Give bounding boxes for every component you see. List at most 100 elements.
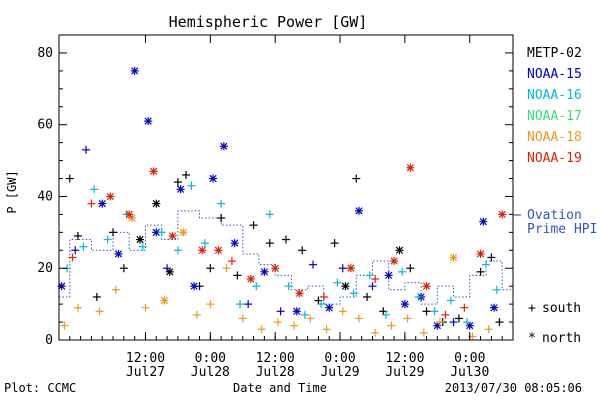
north-point	[106, 192, 115, 201]
south-point	[236, 300, 245, 309]
x-tick-label-date: Jul27	[126, 365, 165, 380]
north-point	[271, 264, 280, 273]
north-point	[198, 246, 207, 255]
marker-stroke	[106, 192, 114, 201]
legend-north-symbol: *	[528, 331, 536, 346]
south-point	[79, 242, 88, 251]
x-tick-label-time: 0:00	[454, 351, 485, 366]
x-tick-label-time: 12:00	[385, 351, 424, 366]
south-point	[492, 285, 501, 294]
south-point	[157, 228, 166, 237]
marker-stroke	[198, 246, 206, 254]
x-tick-label-date: Jul28	[191, 365, 230, 380]
south-point	[481, 260, 490, 269]
south-point	[387, 321, 396, 330]
marker-stroke	[385, 271, 393, 280]
south-point	[73, 303, 82, 312]
north-point	[325, 303, 334, 312]
north-point	[390, 257, 399, 266]
south-point	[273, 318, 282, 327]
north-point	[346, 264, 355, 273]
south-point	[68, 253, 77, 262]
north-point	[160, 296, 169, 305]
south-point	[441, 310, 450, 319]
south-point	[436, 318, 445, 327]
north-point	[498, 210, 507, 219]
south-point	[90, 185, 99, 194]
north-point	[292, 307, 301, 316]
plot-credit: Plot: CCMC	[4, 381, 76, 395]
legend-entry: NOAA-19	[527, 151, 582, 166]
south-point	[317, 300, 326, 309]
north-point	[209, 174, 218, 183]
north-point	[168, 231, 177, 240]
north-point	[400, 300, 409, 309]
marker-stroke	[406, 164, 414, 172]
north-point	[176, 185, 185, 194]
north-point	[295, 289, 304, 298]
marker-stroke	[490, 304, 498, 312]
marker-stroke	[152, 228, 160, 236]
south-point	[363, 292, 372, 301]
marker-stroke	[149, 167, 158, 175]
north-point	[179, 228, 188, 237]
south-point	[257, 325, 266, 334]
south-point	[141, 303, 150, 312]
south-point	[200, 239, 209, 248]
y-tick-label: 0	[45, 333, 53, 348]
south-point	[163, 264, 172, 273]
south-point	[227, 257, 236, 266]
north-point	[422, 282, 431, 291]
north-point	[260, 267, 269, 276]
marker-stroke	[231, 239, 239, 247]
y-tick-label: 20	[37, 261, 53, 276]
marker-stroke	[260, 268, 269, 276]
north-point	[449, 253, 458, 262]
south-point	[71, 246, 80, 255]
south-point	[298, 246, 307, 255]
legend: METP-02 NOAA-15 NOAA-16 NOAA-17 NOAA-18 NOAA-…	[513, 46, 597, 346]
marker-stroke	[325, 304, 333, 312]
south-point	[222, 264, 231, 273]
south-point	[119, 264, 128, 273]
south-point	[92, 292, 101, 301]
south-point	[446, 296, 455, 305]
north-point	[130, 66, 139, 75]
marker-stroke	[295, 289, 304, 297]
south-point	[349, 289, 358, 298]
south-point	[95, 307, 104, 316]
south-point	[82, 145, 91, 154]
marker-stroke	[214, 246, 223, 254]
marker-stroke	[179, 228, 187, 236]
south-point	[244, 300, 253, 309]
south-point	[430, 307, 439, 316]
marker-stroke	[341, 282, 350, 290]
south-point	[414, 292, 423, 301]
marker-stroke	[293, 307, 301, 315]
south-point	[276, 307, 285, 316]
x-tick-label-date: Jul29	[320, 365, 359, 380]
y-axis-label: P [GW]	[5, 170, 19, 213]
south-point	[352, 174, 361, 183]
marker-stroke	[498, 210, 506, 219]
south-point	[309, 260, 318, 269]
south-point	[192, 310, 201, 319]
marker-stroke	[220, 142, 228, 150]
south-point	[233, 271, 242, 280]
marker-stroke	[209, 174, 217, 183]
south-point	[182, 170, 191, 179]
y-tick-label: 40	[37, 189, 53, 204]
south-point	[265, 210, 274, 219]
marker-stroke	[466, 322, 474, 330]
marker-stroke	[449, 253, 458, 262]
north-point	[214, 246, 223, 255]
marker-stroke	[347, 264, 355, 272]
x-tick-label-date: Jul30	[450, 365, 489, 380]
north-point	[384, 271, 393, 280]
plot-frame	[58, 34, 514, 341]
north-point	[479, 217, 488, 226]
south-point	[252, 282, 261, 291]
x-tick-label-time: 0:00	[195, 351, 226, 366]
north-point	[476, 249, 485, 258]
